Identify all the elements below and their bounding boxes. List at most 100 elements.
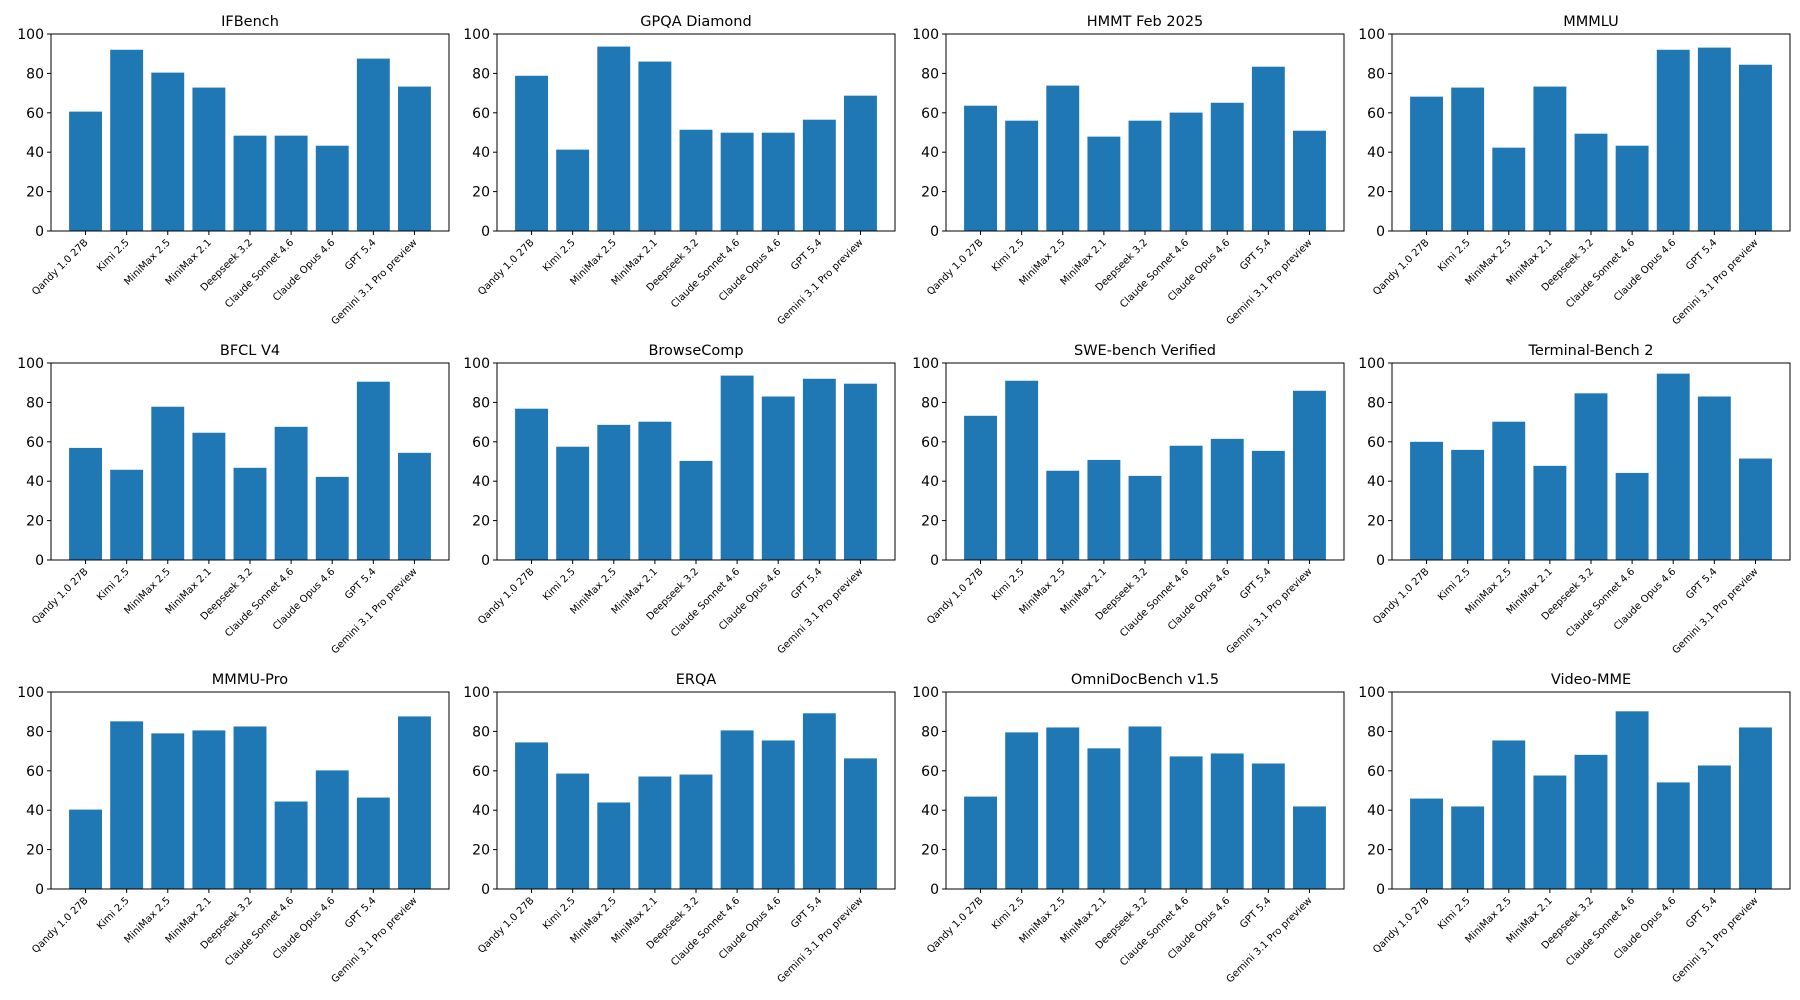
x-tick-label: Kimi 2.5 (990, 895, 1027, 932)
x-tick-label: Kimi 2.5 (990, 237, 1027, 274)
x-tick-label: Qandy 1.0 27B (1371, 237, 1432, 298)
y-tick-label: 0 (930, 224, 939, 240)
bar (192, 87, 226, 231)
y-tick-label: 60 (472, 435, 490, 451)
y-tick-label: 20 (472, 185, 490, 201)
x-tick-label: Claude Sonnet 4.6 (1118, 566, 1191, 639)
y-tick-label: 80 (472, 66, 490, 82)
bar (1293, 390, 1326, 560)
y-tick-label: 80 (26, 395, 44, 411)
y-tick-label: 40 (26, 803, 44, 819)
x-tick-label: Qandy 1.0 27B (1371, 566, 1432, 627)
y-tick-label: 20 (26, 514, 44, 530)
x-tick-label: Kimi 2.5 (541, 566, 578, 603)
bar (1739, 64, 1772, 232)
y-tick-label: 0 (481, 224, 490, 240)
bar (1293, 130, 1326, 231)
bar (761, 740, 795, 889)
y-tick-label: 20 (26, 185, 44, 201)
bar (1451, 449, 1485, 560)
bar (110, 469, 144, 560)
x-tick-label: Qandy 1.0 27B (30, 566, 91, 627)
bar (398, 452, 431, 560)
bar (315, 145, 349, 231)
bar (1574, 393, 1608, 560)
x-tick-label: GPT 5.4 (343, 895, 378, 930)
x-tick-label: Claude Sonnet 4.6 (669, 237, 742, 310)
bar (679, 129, 713, 231)
x-tick-label: Qandy 1.0 27B (925, 237, 986, 298)
bar (398, 86, 431, 231)
x-tick-label: GPT 5.4 (343, 566, 378, 601)
subplot-title: GPQA Diamond (640, 14, 751, 30)
y-tick-label: 100 (463, 685, 490, 701)
x-tick-label: Qandy 1.0 27B (476, 895, 537, 956)
subplot-title: MMMU-Pro (212, 672, 289, 688)
y-tick-label: 40 (1367, 474, 1385, 490)
bar (679, 774, 713, 889)
x-tick-label: Kimi 2.5 (1436, 895, 1473, 932)
x-tick-label: Kimi 2.5 (95, 566, 132, 603)
y-tick-label: 80 (26, 724, 44, 740)
subplot-title: IFBench (221, 14, 279, 30)
bar (1169, 756, 1203, 889)
bar (398, 716, 431, 889)
x-tick-label: Claude Sonnet 4.6 (669, 895, 742, 968)
bar (844, 95, 877, 231)
y-tick-label: 40 (26, 145, 44, 161)
x-tick-label: GPT 5.4 (1684, 566, 1719, 601)
bar (597, 802, 631, 889)
x-tick-label: Gemini 3.1 Pro preview (1671, 237, 1761, 327)
y-tick-label: 60 (1367, 435, 1385, 451)
x-tick-label: Gemini 3.1 Pro preview (330, 566, 420, 656)
bar (1451, 806, 1485, 889)
x-tick-label: GPT 5.4 (789, 566, 824, 601)
y-tick-label: 0 (1376, 553, 1385, 569)
bar (1046, 85, 1080, 231)
x-tick-label: Kimi 2.5 (541, 237, 578, 274)
y-tick-label: 60 (1367, 106, 1385, 122)
bar (69, 809, 102, 889)
y-tick-label: 20 (26, 843, 44, 859)
bar (1169, 112, 1203, 231)
bar (1615, 711, 1649, 889)
bar (274, 801, 308, 889)
bar (1210, 438, 1244, 560)
x-tick-label: Kimi 2.5 (1436, 566, 1473, 603)
x-tick-label: Gemini 3.1 Pro preview (1671, 895, 1761, 985)
y-tick-label: 0 (35, 882, 44, 898)
x-tick-label: Kimi 2.5 (95, 237, 132, 274)
bar (556, 149, 590, 231)
y-tick-label: 40 (472, 803, 490, 819)
x-tick-label: Qandy 1.0 27B (476, 566, 537, 627)
bar (802, 378, 836, 560)
bar (556, 773, 590, 889)
bar (1739, 458, 1772, 560)
y-tick-label: 80 (1367, 395, 1385, 411)
bar (274, 135, 308, 231)
bar (1005, 380, 1039, 560)
bar (1656, 782, 1690, 889)
bar (233, 726, 267, 889)
y-tick-label: 40 (921, 803, 939, 819)
bar (1087, 748, 1121, 889)
x-tick-label: Gemini 3.1 Pro preview (776, 895, 866, 985)
y-tick-label: 20 (1367, 843, 1385, 859)
y-tick-label: 80 (1367, 66, 1385, 82)
y-tick-label: 20 (921, 185, 939, 201)
y-tick-label: 20 (1367, 185, 1385, 201)
y-tick-label: 0 (1376, 224, 1385, 240)
bar (315, 476, 349, 560)
subplot-title: HMMT Feb 2025 (1087, 14, 1204, 30)
bar (110, 49, 144, 232)
y-tick-label: 40 (1367, 803, 1385, 819)
bar (110, 721, 144, 889)
x-tick-label: Kimi 2.5 (541, 895, 578, 932)
subplot-title: MMMLU (1563, 14, 1619, 30)
x-tick-label: Claude Sonnet 4.6 (223, 895, 296, 968)
